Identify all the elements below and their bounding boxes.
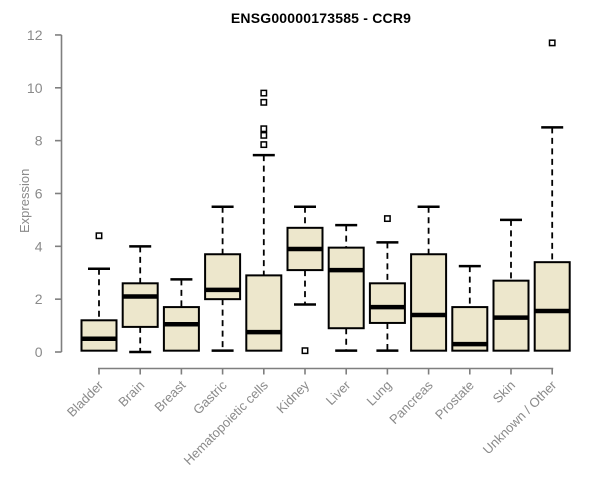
box-group-skin xyxy=(492,218,530,352)
outlier-point xyxy=(260,125,268,133)
box-group-gastric xyxy=(204,205,242,352)
x-tick-label: Kidney xyxy=(273,377,312,416)
y-tick-label: 0 xyxy=(35,344,43,360)
iqr-box xyxy=(245,274,283,352)
outlier-point xyxy=(301,347,309,355)
box-group-bladder xyxy=(80,232,118,352)
outlier-point xyxy=(383,215,391,223)
iqr-box xyxy=(121,282,159,328)
x-tick-label: Brain xyxy=(115,378,147,410)
x-tick-label: Breast xyxy=(151,377,188,414)
iqr-box xyxy=(410,253,448,352)
x-tick-label: Gastric xyxy=(190,377,230,417)
box-group-hematopoietic-cells xyxy=(245,89,283,352)
iqr-box xyxy=(368,282,406,324)
outlier-point xyxy=(260,89,268,97)
box-group-breast xyxy=(162,278,200,352)
outlier-point xyxy=(548,39,556,47)
y-tick-label: 12 xyxy=(27,27,43,43)
box-group-pancreas xyxy=(410,205,448,352)
box-group-liver xyxy=(327,223,365,352)
x-tick-label: Unknown / Other xyxy=(480,377,560,457)
y-tick-label: 8 xyxy=(35,133,43,149)
outlier-point xyxy=(95,232,103,240)
y-tick-label: 4 xyxy=(35,238,43,254)
box-group-lung xyxy=(368,215,406,352)
outlier-point xyxy=(260,131,268,139)
y-tick-label: 10 xyxy=(27,80,43,96)
y-tick-label: 2 xyxy=(35,291,43,307)
x-tick-label: Prostate xyxy=(432,378,477,423)
x-tick-label: Pancreas xyxy=(386,377,436,427)
y-tick-label: 6 xyxy=(35,185,43,201)
box-group-brain xyxy=(121,245,159,354)
box-group-kidney xyxy=(286,205,324,355)
x-tick-label: Bladder xyxy=(64,377,107,420)
outlier-point xyxy=(260,141,268,149)
x-tick-label: Skin xyxy=(490,378,518,406)
x-tick-label: Liver xyxy=(323,377,354,408)
box-group-prostate xyxy=(451,264,489,352)
iqr-box xyxy=(533,261,571,352)
iqr-box xyxy=(80,319,118,352)
x-tick-label: Lung xyxy=(363,378,394,409)
outlier-point xyxy=(260,98,268,106)
iqr-box xyxy=(204,253,242,301)
box-group-unknown-other xyxy=(533,39,571,352)
chart-title: ENSG00000173585 - CCR9 xyxy=(230,10,412,26)
iqr-box xyxy=(162,306,200,352)
iqr-box xyxy=(327,246,365,330)
